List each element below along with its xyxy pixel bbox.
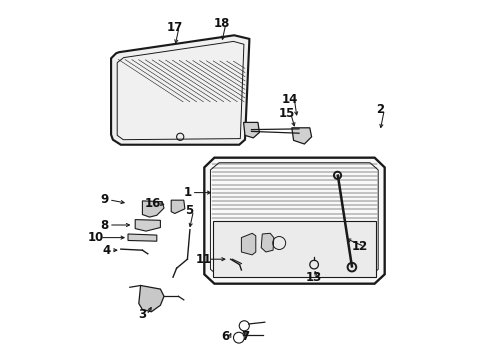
Text: 17: 17: [167, 21, 183, 33]
Text: 11: 11: [196, 253, 212, 266]
Polygon shape: [171, 200, 185, 213]
Polygon shape: [135, 220, 160, 231]
Text: 12: 12: [352, 240, 368, 253]
Text: 9: 9: [100, 193, 109, 206]
Polygon shape: [204, 158, 385, 284]
Text: 7: 7: [241, 330, 249, 343]
Polygon shape: [292, 128, 312, 144]
Bar: [213, 221, 376, 277]
Text: 3: 3: [138, 309, 147, 321]
Text: 5: 5: [185, 204, 194, 217]
Polygon shape: [242, 233, 256, 255]
Text: 10: 10: [88, 231, 104, 244]
Polygon shape: [128, 234, 157, 241]
Text: 15: 15: [278, 107, 294, 120]
Polygon shape: [244, 122, 259, 138]
Text: 18: 18: [214, 17, 230, 30]
Text: 6: 6: [221, 330, 229, 343]
Text: 2: 2: [376, 103, 384, 116]
Polygon shape: [261, 233, 274, 252]
Text: 14: 14: [282, 93, 298, 105]
Polygon shape: [143, 201, 164, 217]
Text: 4: 4: [102, 244, 111, 257]
Polygon shape: [111, 35, 249, 145]
Text: 8: 8: [100, 219, 109, 231]
Text: 16: 16: [145, 197, 161, 210]
Text: 13: 13: [305, 271, 321, 284]
Text: 1: 1: [183, 186, 192, 199]
Polygon shape: [139, 285, 164, 312]
